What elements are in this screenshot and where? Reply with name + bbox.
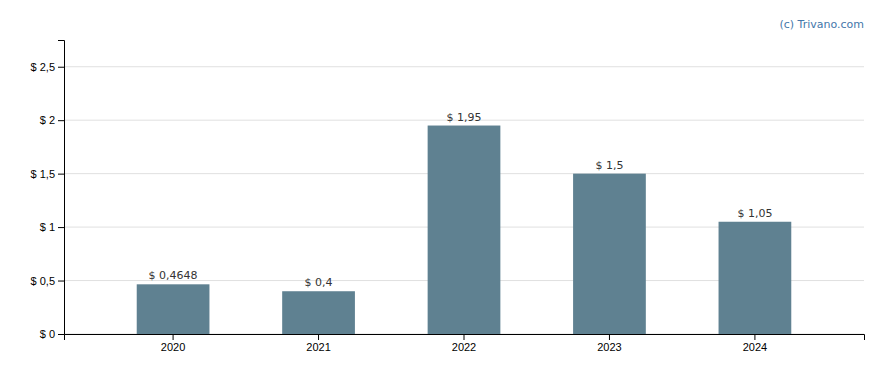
y-tick: $ 0: [40, 328, 64, 340]
y-tick-mark: [58, 67, 64, 68]
chart: $ 0 $ 0,5 $ 1 $ 1,5 $ 2 $ 2,5 2020 2021 2022 2023…: [0, 0, 888, 370]
bar: [282, 291, 355, 334]
x-tick-mark: [318, 334, 319, 340]
watermark: (c) Trivano.com: [779, 18, 864, 31]
x-tick-mark: [754, 334, 755, 340]
bars: [137, 126, 792, 334]
data-label: $ 1,5: [595, 159, 623, 172]
data-label: $ 1,95: [447, 111, 482, 124]
x-tick-label: 2021: [306, 341, 330, 353]
y-tick-label: $ 2,5: [31, 61, 55, 73]
y-tick: $ 2,5: [31, 61, 64, 73]
y-tick-mark: [58, 227, 64, 228]
data-label: $ 0,4: [305, 276, 333, 289]
y-tick: $ 0,5: [31, 275, 64, 287]
data-label: $ 0,4648: [149, 269, 198, 282]
x-tick-mark: [173, 334, 174, 340]
x-tick: 2020: [161, 334, 185, 353]
x-tick-mark: [464, 334, 465, 340]
x-axis-line: [65, 335, 865, 341]
y-axis: $ 0 $ 0,5 $ 1 $ 1,5 $ 2 $ 2,5: [31, 41, 65, 341]
y-tick-mark: [58, 174, 64, 175]
x-tick: 2024: [743, 334, 767, 353]
x-axis: 2020 2021 2022 2023 2024: [65, 334, 865, 353]
y-tick: $ 1: [40, 221, 64, 233]
plot: $ 0 $ 0,5 $ 1 $ 1,5 $ 2 $ 2,5 2020 2021 2022 2023…: [31, 41, 865, 353]
x-tick-label: 2020: [161, 341, 185, 353]
y-tick-label: $ 2: [40, 114, 55, 126]
y-tick-label: $ 1: [40, 221, 55, 233]
x-tick-mark: [609, 334, 610, 340]
x-tick-label: 2022: [452, 341, 476, 353]
bar: [137, 284, 210, 334]
bar: [573, 174, 646, 334]
y-tick-mark: [58, 334, 64, 335]
x-tick: 2021: [306, 334, 330, 353]
y-tick: $ 2: [40, 114, 64, 126]
x-tick: 2022: [452, 334, 476, 353]
x-tick-label: 2023: [597, 341, 621, 353]
y-tick-mark: [58, 281, 64, 282]
y-tick-mark: [58, 120, 64, 121]
grid-line: [64, 66, 864, 67]
y-tick-label: $ 0,5: [31, 275, 55, 287]
grid: [64, 67, 864, 334]
y-tick-label: $ 1,5: [31, 168, 55, 180]
annotations: (c) Trivano.com: [779, 18, 864, 31]
y-axis-line: [58, 41, 65, 335]
y-tick: $ 1,5: [31, 168, 64, 180]
y-tick-label: $ 0: [40, 328, 55, 340]
x-tick: 2023: [597, 334, 621, 353]
bar: [719, 222, 792, 334]
data-label: $ 1,05: [737, 207, 772, 220]
x-tick-label: 2024: [743, 341, 767, 353]
data-labels: $ 0,4648 $ 0,4 $ 1,95 $ 1,5 $ 1,05: [149, 111, 773, 290]
bar: [428, 126, 501, 334]
